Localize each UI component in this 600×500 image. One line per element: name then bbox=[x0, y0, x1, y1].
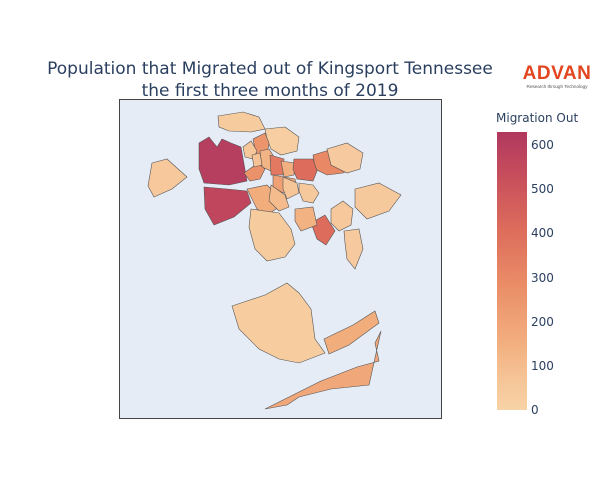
map-region-11[interactable] bbox=[280, 160, 296, 178]
map-region-3[interactable] bbox=[147, 158, 188, 198]
chart-title-line1: Population that Migrated out of Kingspor… bbox=[47, 59, 493, 79]
map-region-9[interactable] bbox=[251, 152, 263, 168]
logo-tagline: Research through Technology bbox=[526, 84, 588, 89]
map-region-23[interactable] bbox=[330, 200, 354, 232]
choropleth-map[interactable] bbox=[119, 99, 442, 419]
colorbar-title: Migration Out bbox=[496, 111, 579, 125]
map-region-19[interactable] bbox=[282, 176, 300, 200]
colorbar-tick-label: 0 bbox=[531, 403, 539, 417]
map-region-5[interactable] bbox=[198, 136, 248, 186]
colorbar-tick-label: 400 bbox=[531, 226, 554, 241]
map-region-28[interactable] bbox=[323, 310, 380, 355]
map-region-20[interactable] bbox=[298, 182, 320, 204]
colorbar-tick-label: 600 bbox=[531, 138, 554, 153]
map-region-16[interactable] bbox=[203, 186, 252, 226]
map-region-25[interactable] bbox=[248, 208, 296, 262]
map-region-15[interactable] bbox=[326, 142, 364, 174]
map-region-10[interactable] bbox=[269, 154, 285, 176]
advan-logo: ADVAN Research through Technology bbox=[522, 64, 592, 90]
map-region-21[interactable] bbox=[310, 214, 336, 246]
map-region-22[interactable] bbox=[294, 206, 318, 232]
colorbar-tick-label: 500 bbox=[531, 182, 554, 197]
colorbar-tick-label: 100 bbox=[531, 358, 554, 373]
map-region-13[interactable] bbox=[292, 158, 318, 182]
logo-name: ADVAN bbox=[522, 63, 592, 84]
map-region-29[interactable] bbox=[264, 330, 382, 410]
map-region-26[interactable] bbox=[343, 228, 364, 270]
map-region-18[interactable] bbox=[268, 184, 290, 212]
chart-title: Population that Migrated out of Kingspor… bbox=[40, 58, 500, 102]
map-region-24[interactable] bbox=[354, 182, 402, 220]
colorbar-tick-label: 300 bbox=[531, 270, 554, 285]
chart-title-line2: the first three months of 2019 bbox=[141, 81, 399, 101]
map-region-27[interactable] bbox=[231, 282, 326, 364]
map-region-1[interactable] bbox=[217, 111, 266, 133]
colorbar bbox=[497, 132, 527, 410]
map-background bbox=[119, 99, 442, 419]
colorbar-tick-label: 200 bbox=[531, 314, 554, 329]
